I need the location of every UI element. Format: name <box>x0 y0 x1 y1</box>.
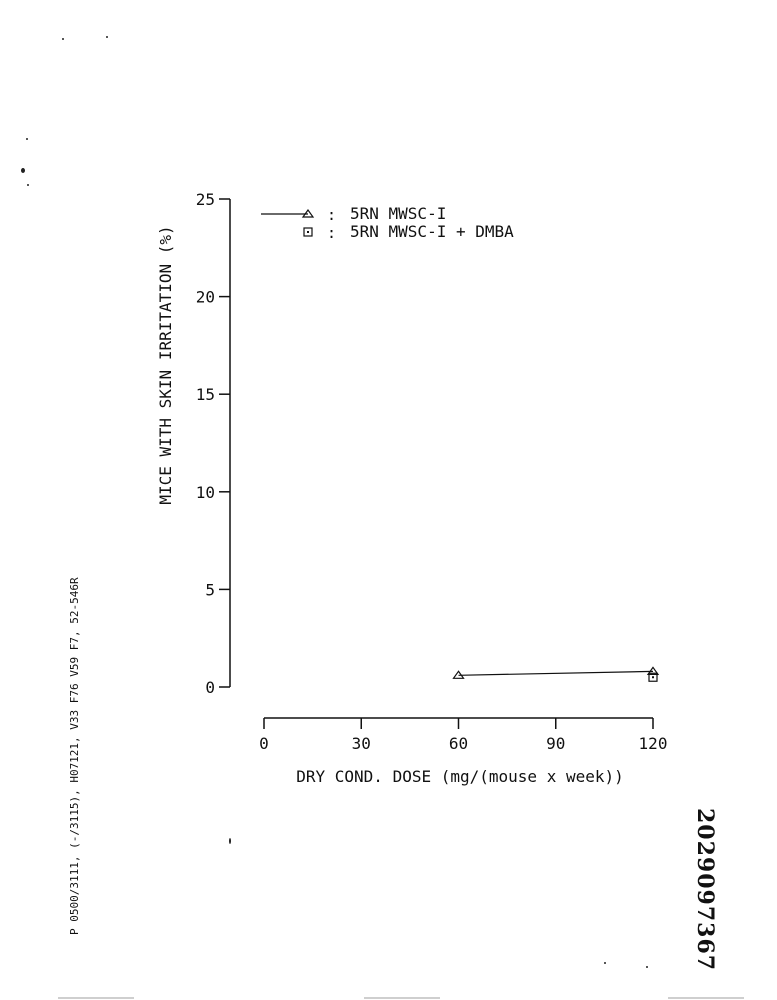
y-tick-label: 0 <box>205 678 215 697</box>
x-axis: 0 30 60 90 120 <box>259 717 668 753</box>
y-tick-label: 5 <box>205 580 215 599</box>
legend-label: 5RN MWSC-I + DMBA <box>350 222 514 241</box>
legend-separator: : <box>327 224 336 242</box>
x-tick-label: 60 <box>449 734 468 753</box>
document-number: 2029097367 <box>692 808 718 972</box>
side-code-text: P 0500/3111, (-/3115), H07121, V33 F76 V… <box>68 577 81 935</box>
legend-item-2: :5RN MWSC-I + DMBA <box>303 222 514 242</box>
square-marker-dot <box>652 676 654 679</box>
x-tick-label: 30 <box>352 734 371 753</box>
scan-speck <box>62 38 64 40</box>
y-tick-label: 25 <box>196 190 215 209</box>
scan-speck <box>106 36 108 38</box>
legend-triangle-marker <box>301 208 315 218</box>
y-axis-label: MICE WITH SKIN IRRITATION (%) <box>156 225 175 504</box>
legend-item-1: :5RN MWSC-I <box>261 204 446 224</box>
x-tick-label: 120 <box>639 734 668 753</box>
y-tick-label: 10 <box>196 483 215 502</box>
scan-speck <box>27 184 29 186</box>
legend-square-marker-dot <box>307 231 309 233</box>
scan-speck <box>646 966 648 968</box>
series-2 <box>648 672 658 682</box>
square-marker <box>648 672 658 682</box>
legend: :5RN MWSC-I: 5RN MWSC-I + DMBA <box>261 204 514 242</box>
square-marker-box <box>648 672 658 682</box>
x-tick-label: 0 <box>259 734 269 753</box>
scan-edge-line <box>668 997 744 999</box>
scan-speck <box>26 138 28 140</box>
series-layer <box>452 666 660 682</box>
series-1 <box>452 666 660 679</box>
legend-square-marker-box <box>303 227 313 237</box>
scan-speck <box>21 168 25 173</box>
x-tick-label: 90 <box>546 734 565 753</box>
legend-separator: : <box>327 206 336 224</box>
scan-edge-line <box>58 997 134 999</box>
y-axis: 0 5 10 15 20 25 <box>196 190 231 697</box>
scan-speck <box>229 838 231 844</box>
legend-label: 5RN MWSC-I <box>350 204 446 223</box>
triangle-marker <box>452 670 465 679</box>
y-tick-label: 15 <box>196 385 215 404</box>
triangle-marker <box>646 666 660 675</box>
scan-edge-line <box>364 997 440 999</box>
y-tick-label: 20 <box>196 288 215 307</box>
scan-speck <box>604 962 606 964</box>
series-line <box>458 670 654 676</box>
legend-square-marker <box>303 227 313 237</box>
x-axis-label: DRY COND. DOSE (mg/(mouse x week)) <box>296 767 624 786</box>
